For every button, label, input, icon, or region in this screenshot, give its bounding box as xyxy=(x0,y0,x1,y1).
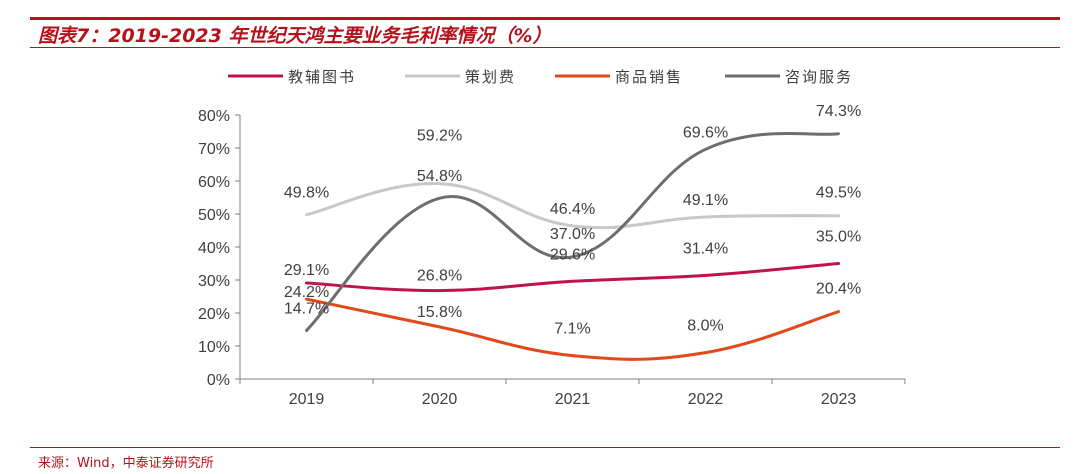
data-label: 74.3% xyxy=(816,103,861,120)
title-bar: 图表7：2019-2023 年世纪天鸿主要业务毛利率情况（%） xyxy=(0,0,1080,50)
data-label: 69.6% xyxy=(683,124,728,141)
legend: 教辅图书 策划费 商品销售 咨询服务 xyxy=(228,68,853,86)
data-label: 35.0% xyxy=(816,229,861,246)
series-line-2 xyxy=(305,297,840,361)
title-top-rule xyxy=(30,17,1060,20)
data-labels: 29.1% 26.8% 29.6% 31.4% 35.0% 49.8% 59.2% 46.4%… xyxy=(284,103,861,338)
x-tick-label: 2019 xyxy=(289,391,325,408)
y-tick-label: 40% xyxy=(198,240,230,257)
y-tick-label: 70% xyxy=(198,141,230,158)
data-label: 26.8% xyxy=(417,268,462,285)
title-bottom-rule xyxy=(30,47,1060,48)
y-tick-label: 30% xyxy=(198,273,230,290)
series-line-1 xyxy=(305,182,840,230)
data-label: 49.8% xyxy=(284,185,329,202)
data-label: 31.4% xyxy=(683,240,728,257)
data-label: 7.1% xyxy=(554,321,590,338)
data-label: 59.2% xyxy=(417,128,462,145)
data-label: 29.1% xyxy=(284,262,329,279)
x-tick-label: 2021 xyxy=(555,391,591,408)
data-label: 8.0% xyxy=(687,318,723,335)
x-tick-label: 2020 xyxy=(422,391,458,408)
source-note: 来源：Wind，中泰证券研究所 xyxy=(38,456,214,471)
y-tick-label: 20% xyxy=(198,306,230,323)
x-tick-label: 2023 xyxy=(821,391,857,408)
series-lines xyxy=(305,131,840,361)
legend-label-1: 策划费 xyxy=(465,68,516,86)
data-label: 15.8% xyxy=(417,304,462,321)
axis-group: 0% 10% 20% 30% 40% 50% 60% 70% 80% 2019 2020 2021 20… xyxy=(198,108,906,408)
data-label: 49.5% xyxy=(816,185,861,202)
data-label: 20.4% xyxy=(816,281,861,298)
y-tick-label: 10% xyxy=(198,339,230,356)
x-tick-label: 2022 xyxy=(688,391,724,408)
chart-title: 图表7：2019-2023 年世纪天鸿主要业务毛利率情况（%） xyxy=(38,25,552,47)
data-label: 54.8% xyxy=(417,168,462,185)
y-tick-label: 80% xyxy=(198,108,230,125)
series-line-0 xyxy=(305,262,840,293)
data-label: 37.0% xyxy=(550,226,595,243)
data-label: 29.6% xyxy=(550,246,595,263)
data-label: 49.1% xyxy=(683,192,728,209)
y-tick-label: 0% xyxy=(207,372,230,389)
legend-label-3: 咨询服务 xyxy=(785,68,853,86)
y-tick-label: 50% xyxy=(198,207,230,224)
data-label: 46.4% xyxy=(550,201,595,218)
y-tick-label: 60% xyxy=(198,174,230,191)
footer-rule xyxy=(30,447,1060,448)
data-label: 24.2% xyxy=(284,284,329,301)
legend-label-0: 教辅图书 xyxy=(288,68,356,86)
data-label: 14.7% xyxy=(284,300,329,317)
series-line-3 xyxy=(305,131,840,332)
legend-label-2: 商品销售 xyxy=(615,68,683,86)
